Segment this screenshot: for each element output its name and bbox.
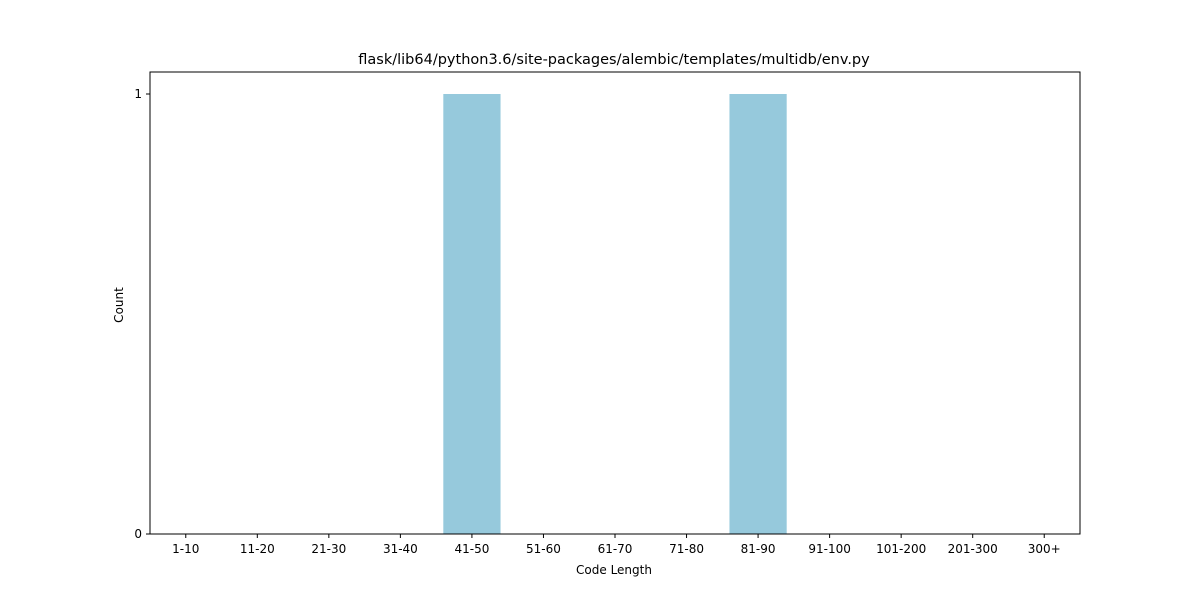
x-tick-label: 201-300 (948, 542, 998, 556)
x-tick-label: 300+ (1028, 542, 1061, 556)
bar-81-90 (729, 94, 787, 534)
y-tick-label: 1 (134, 87, 142, 101)
y-axis-label: Count (112, 287, 126, 323)
x-tick-label: 31-40 (383, 542, 418, 556)
x-tick-label: 21-30 (311, 542, 346, 556)
x-tick-label: 81-90 (741, 542, 776, 556)
x-tick-label: 1-10 (172, 542, 199, 556)
x-tick-label: 61-70 (598, 542, 633, 556)
x-tick-label: 11-20 (240, 542, 275, 556)
bars-group (443, 94, 787, 534)
x-tick-label: 71-80 (669, 542, 704, 556)
y-axis-ticks: 01 (134, 87, 150, 541)
x-tick-label: 41-50 (454, 542, 489, 556)
x-tick-label: 91-100 (808, 542, 851, 556)
y-tick-label: 0 (134, 527, 142, 541)
x-tick-label: 101-200 (876, 542, 926, 556)
x-axis-label: Code Length (576, 563, 652, 577)
x-axis-ticks: 1-10 11-20 21-30 31-40 41-50 51-60 61-70 71-80 8… (172, 534, 1061, 556)
chart-title: flask/lib64/python3.6/site-packages/alem… (358, 52, 870, 68)
x-tick-label: 51-60 (526, 542, 561, 556)
bar-41-50 (443, 94, 501, 534)
plot-frame (149, 71, 1081, 535)
